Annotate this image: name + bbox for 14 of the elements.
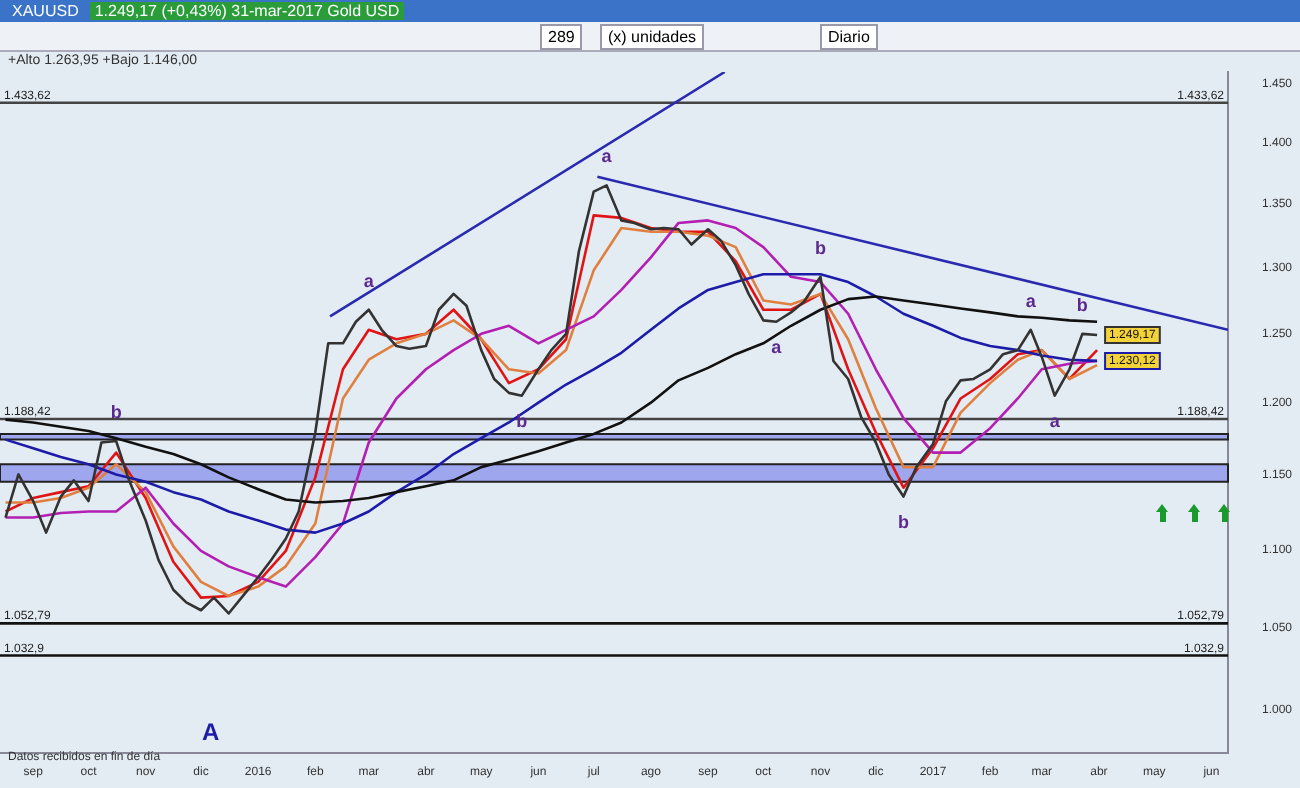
chart-subtitle: 1.249,17 (+0,43%) 31-mar-2017 Gold USD: [90, 2, 404, 20]
annotation: a: [1025, 290, 1038, 311]
annotation: b: [110, 402, 123, 423]
annotation: b: [815, 237, 828, 258]
annotation: a: [363, 270, 376, 291]
annotation: a: [601, 146, 614, 167]
chart-title: XAUUSD: [12, 2, 79, 20]
text: 289: [540, 24, 583, 50]
annotation: b: [897, 511, 910, 532]
text: (x) unidades: [600, 24, 705, 50]
annotation: A: [202, 718, 220, 746]
annotation: b: [1076, 294, 1089, 315]
annotation: a: [771, 336, 784, 357]
text: Diario: [820, 24, 878, 50]
